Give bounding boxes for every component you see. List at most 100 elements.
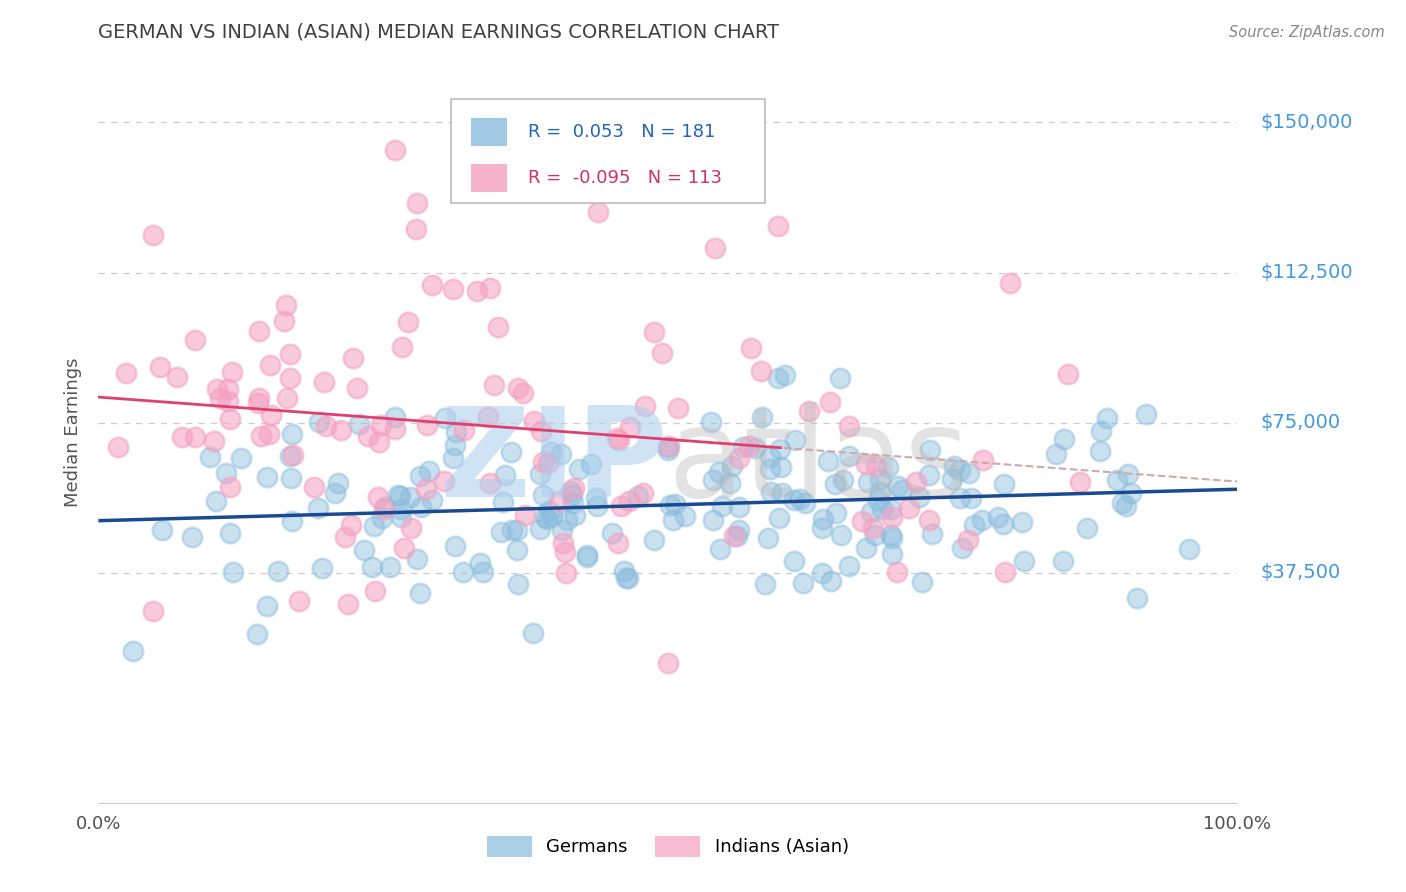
Point bbox=[619, 494, 641, 508]
Point bbox=[562, 496, 585, 510]
Legend: Germans, Indians (Asian): Germans, Indians (Asian) bbox=[479, 829, 856, 864]
Point bbox=[304, 480, 326, 494]
Point bbox=[219, 411, 242, 425]
Point bbox=[533, 509, 555, 524]
Point bbox=[256, 599, 278, 614]
Point bbox=[770, 485, 793, 500]
Point bbox=[1095, 411, 1118, 425]
Point bbox=[731, 440, 754, 454]
Point bbox=[314, 375, 336, 389]
Point bbox=[557, 513, 579, 527]
Point bbox=[389, 502, 412, 516]
Point bbox=[215, 467, 238, 481]
Point bbox=[276, 298, 298, 312]
Point bbox=[247, 324, 270, 338]
Point bbox=[898, 500, 921, 515]
Point bbox=[575, 549, 598, 564]
Point bbox=[818, 394, 841, 409]
Point bbox=[281, 427, 304, 442]
Point bbox=[949, 463, 972, 477]
Point bbox=[783, 554, 806, 568]
Point bbox=[260, 408, 283, 422]
Point bbox=[562, 481, 585, 495]
Point bbox=[399, 490, 422, 504]
Point bbox=[838, 419, 860, 434]
Point bbox=[575, 549, 598, 563]
Point bbox=[267, 564, 290, 578]
Point bbox=[759, 450, 782, 464]
Point bbox=[444, 539, 467, 553]
Point bbox=[281, 448, 304, 462]
Point bbox=[824, 477, 846, 491]
Point bbox=[709, 541, 731, 556]
Point bbox=[142, 227, 165, 242]
Point bbox=[702, 513, 724, 527]
Point bbox=[181, 531, 204, 545]
Point bbox=[882, 547, 904, 561]
Point bbox=[346, 381, 368, 395]
Point bbox=[451, 566, 474, 580]
Point bbox=[217, 393, 239, 408]
Point bbox=[371, 511, 394, 525]
Point bbox=[876, 460, 898, 475]
Point bbox=[367, 434, 389, 449]
Point bbox=[433, 475, 456, 489]
Point bbox=[172, 430, 194, 444]
Point bbox=[949, 491, 972, 506]
Point bbox=[759, 462, 782, 476]
Point bbox=[247, 391, 270, 405]
Point bbox=[643, 533, 665, 548]
Point bbox=[942, 459, 965, 474]
Text: $150,000: $150,000 bbox=[1260, 113, 1353, 132]
Point bbox=[707, 465, 730, 479]
Point bbox=[380, 559, 402, 574]
Point bbox=[280, 471, 302, 485]
Point bbox=[792, 575, 814, 590]
Point bbox=[710, 499, 733, 513]
Point bbox=[727, 500, 749, 514]
Point bbox=[529, 522, 551, 536]
Point bbox=[921, 526, 943, 541]
Point bbox=[278, 347, 301, 361]
Point bbox=[797, 404, 820, 418]
Point bbox=[541, 509, 564, 524]
Point bbox=[554, 545, 576, 559]
Point bbox=[957, 466, 980, 480]
Point bbox=[184, 333, 207, 347]
Point bbox=[614, 571, 637, 585]
Point bbox=[568, 462, 591, 476]
Point bbox=[869, 471, 891, 485]
Point bbox=[908, 490, 931, 504]
Point bbox=[537, 456, 560, 470]
Point bbox=[398, 315, 420, 329]
Point bbox=[751, 409, 773, 424]
Point bbox=[486, 320, 509, 334]
Point bbox=[723, 529, 745, 543]
Point bbox=[550, 523, 572, 537]
Point bbox=[229, 451, 252, 466]
Point bbox=[468, 556, 491, 570]
Point bbox=[384, 144, 406, 158]
Point bbox=[415, 482, 437, 496]
Point bbox=[956, 533, 979, 547]
Point bbox=[482, 377, 505, 392]
Point bbox=[1045, 447, 1067, 461]
Point bbox=[1012, 553, 1035, 567]
Point bbox=[384, 409, 406, 424]
Point bbox=[278, 371, 301, 385]
Point bbox=[718, 475, 741, 490]
Point bbox=[886, 566, 908, 580]
Point bbox=[370, 417, 392, 432]
Point bbox=[115, 366, 138, 380]
Point bbox=[1076, 521, 1098, 535]
Point bbox=[1053, 432, 1076, 446]
Point bbox=[202, 434, 225, 449]
Point bbox=[993, 476, 1015, 491]
Point bbox=[336, 597, 359, 611]
Point bbox=[384, 422, 406, 436]
Text: $37,500: $37,500 bbox=[1260, 563, 1340, 582]
Point bbox=[869, 485, 891, 500]
Point bbox=[727, 451, 749, 466]
Point bbox=[198, 450, 221, 464]
Point bbox=[1052, 553, 1074, 567]
